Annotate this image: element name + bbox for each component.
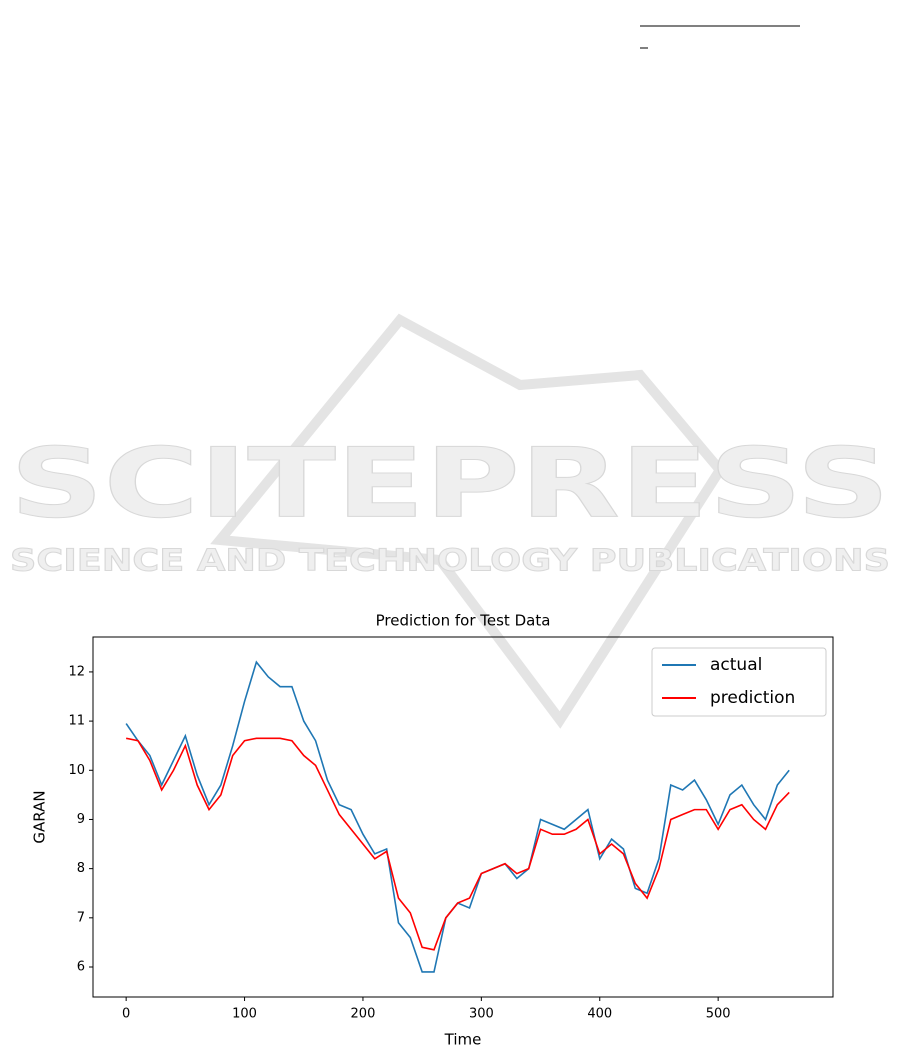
x-tick-label: 100 <box>232 1007 257 1022</box>
watermark-subtitle: SCIENCE AND TECHNOLOGY PUBLICATIONS <box>10 544 890 579</box>
x-axis-label: Time <box>444 1031 482 1049</box>
y-axis-label: GARAN <box>31 790 49 843</box>
y-tick-label: 11 <box>68 714 85 729</box>
y-tick-label: 6 <box>77 960 85 975</box>
x-tick-label: 300 <box>469 1007 494 1022</box>
watermark-logo <box>210 313 727 729</box>
legend-label: prediction <box>710 688 795 708</box>
x-tick-label: 400 <box>587 1007 612 1022</box>
y-tick-label: 7 <box>77 910 85 925</box>
y-tick-label: 12 <box>68 664 85 679</box>
y-tick-label: 8 <box>77 861 85 876</box>
legend-label: actual <box>710 655 762 675</box>
x-tick-label: 200 <box>351 1007 376 1022</box>
x-tick-label: 500 <box>706 1007 731 1022</box>
y-tick-label: 10 <box>68 763 85 778</box>
series-line <box>125 737 790 951</box>
chart-title: Prediction for Test Data <box>376 612 551 630</box>
y-tick-label: 9 <box>77 812 85 827</box>
plot-frame <box>92 636 834 998</box>
watermark-title: SCITEPRESS <box>10 427 890 539</box>
x-tick-label: 0 <box>122 1007 130 1022</box>
